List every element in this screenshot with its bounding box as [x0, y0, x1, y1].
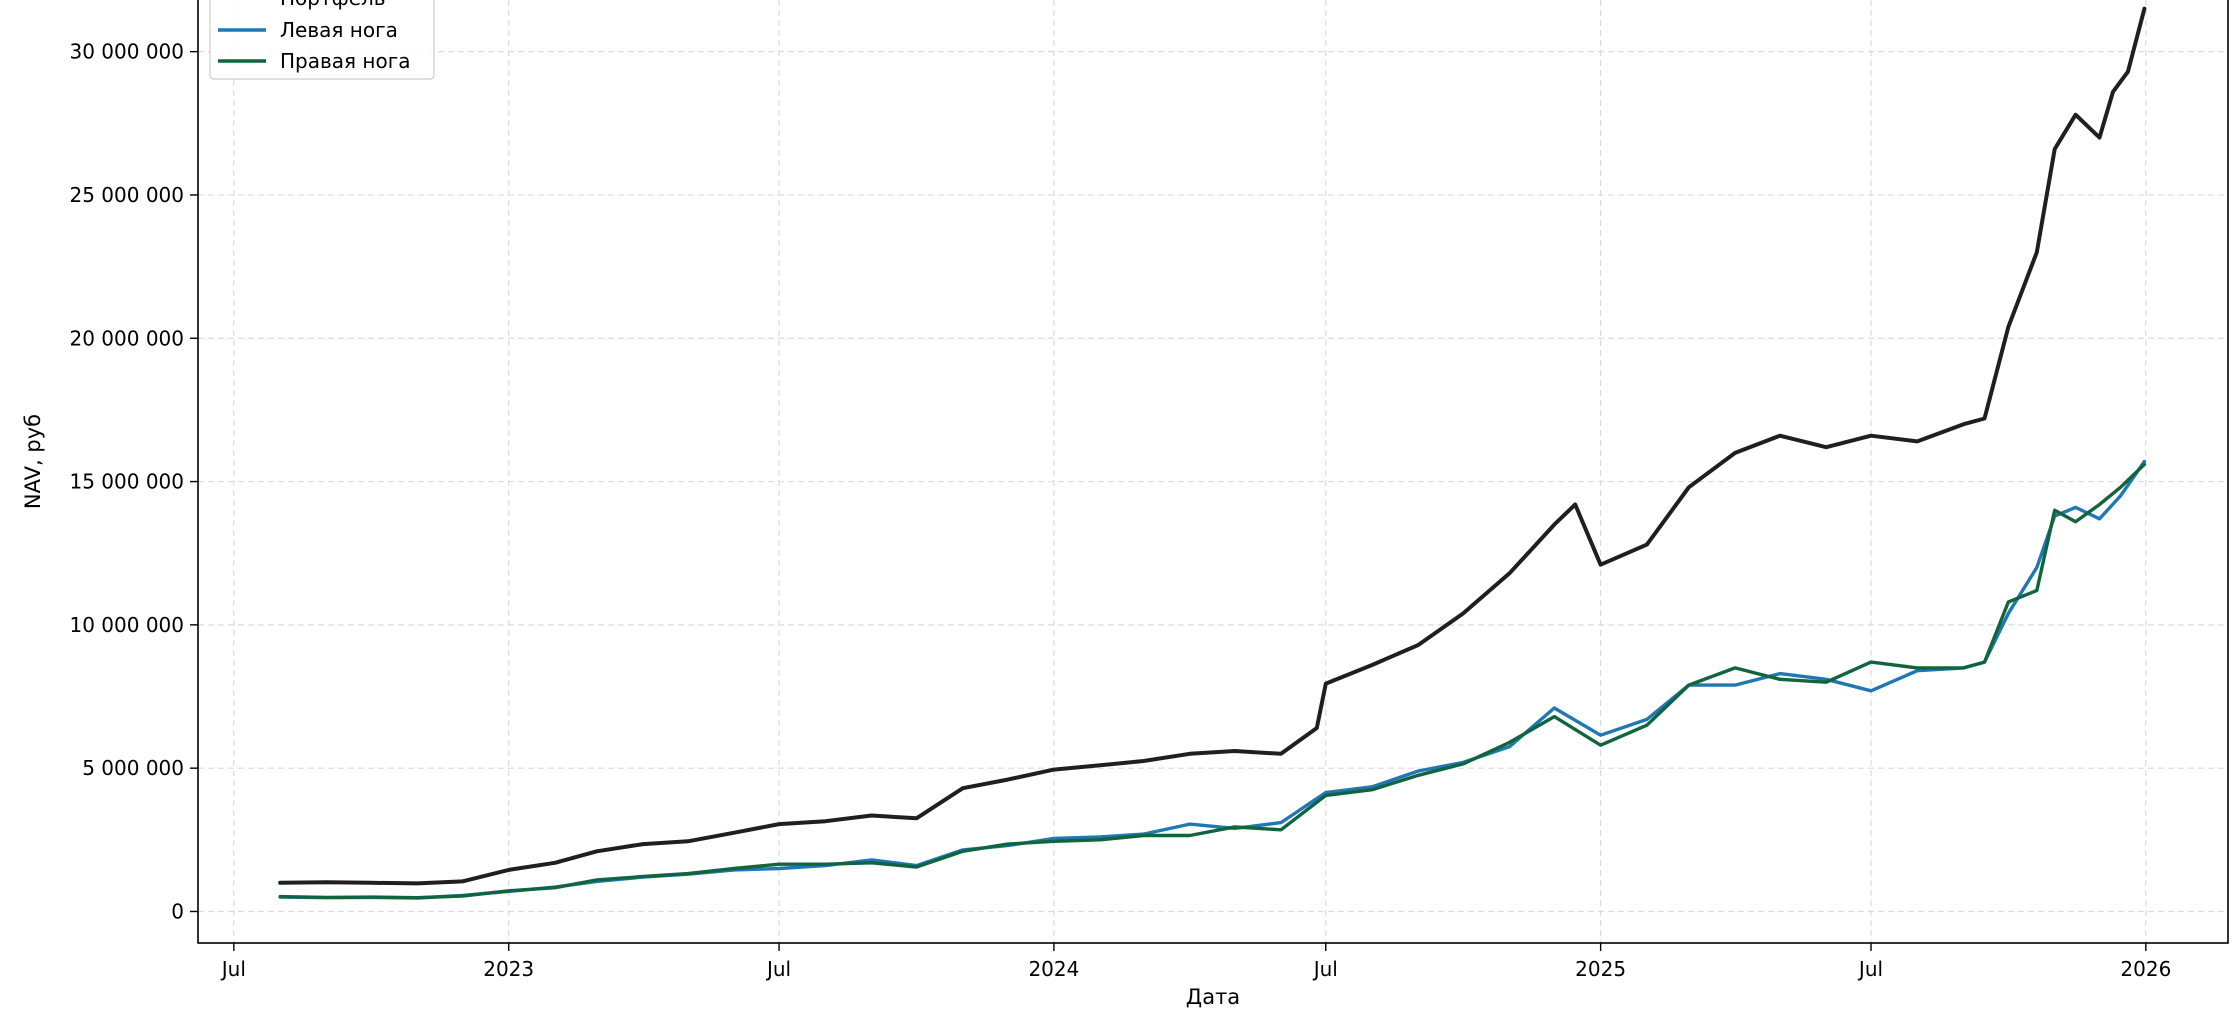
x-tick-label: Jul: [220, 957, 246, 981]
legend-entry-right-leg: Правая нога: [280, 49, 411, 73]
y-tick-label: 25 000 000: [69, 183, 184, 207]
y-tick-label: 30 000 000: [69, 40, 184, 64]
y-axis-ticks: 0 5 000 000 10 000 000 15 000 000 20 000 000…: [69, 40, 198, 923]
x-tick-label: Jul: [1312, 957, 1338, 981]
legend: Портфель Левая нога Правая нога: [209, 0, 435, 80]
x-axis-ticks: Jul 2023 Jul 2024 Jul 2025 Jul 2026: [220, 943, 2171, 981]
legend-entry-portfolio: Портфель: [280, 0, 386, 10]
y-tick-label: 0: [171, 899, 184, 923]
x-tick-label: Jul: [765, 957, 791, 981]
y-tick-label: 20 000 000: [69, 326, 184, 350]
y-tick-label: 15 000 000: [69, 470, 184, 494]
x-tick-label: 2023: [483, 957, 534, 981]
y-tick-label: 10 000 000: [69, 613, 184, 637]
x-axis-label: Дата: [1186, 985, 1240, 1009]
x-tick-label: 2024: [1028, 957, 1079, 981]
series-line-portfolio: [278, 6, 2147, 886]
x-tick-label: 2025: [1575, 957, 1626, 981]
y-axis-label: NAV, руб: [21, 414, 45, 509]
grid: [198, 0, 2228, 943]
legend-box: [209, 0, 435, 80]
plot-frame: [197, 0, 2229, 944]
series-line-right-leg: [278, 462, 2147, 900]
series-layer: [278, 6, 2147, 900]
x-tick-label: 2026: [2120, 957, 2171, 981]
legend-entry-left-leg: Левая нога: [280, 18, 398, 42]
y-tick-label: 5 000 000: [82, 756, 184, 780]
x-tick-label: Jul: [1857, 957, 1883, 981]
